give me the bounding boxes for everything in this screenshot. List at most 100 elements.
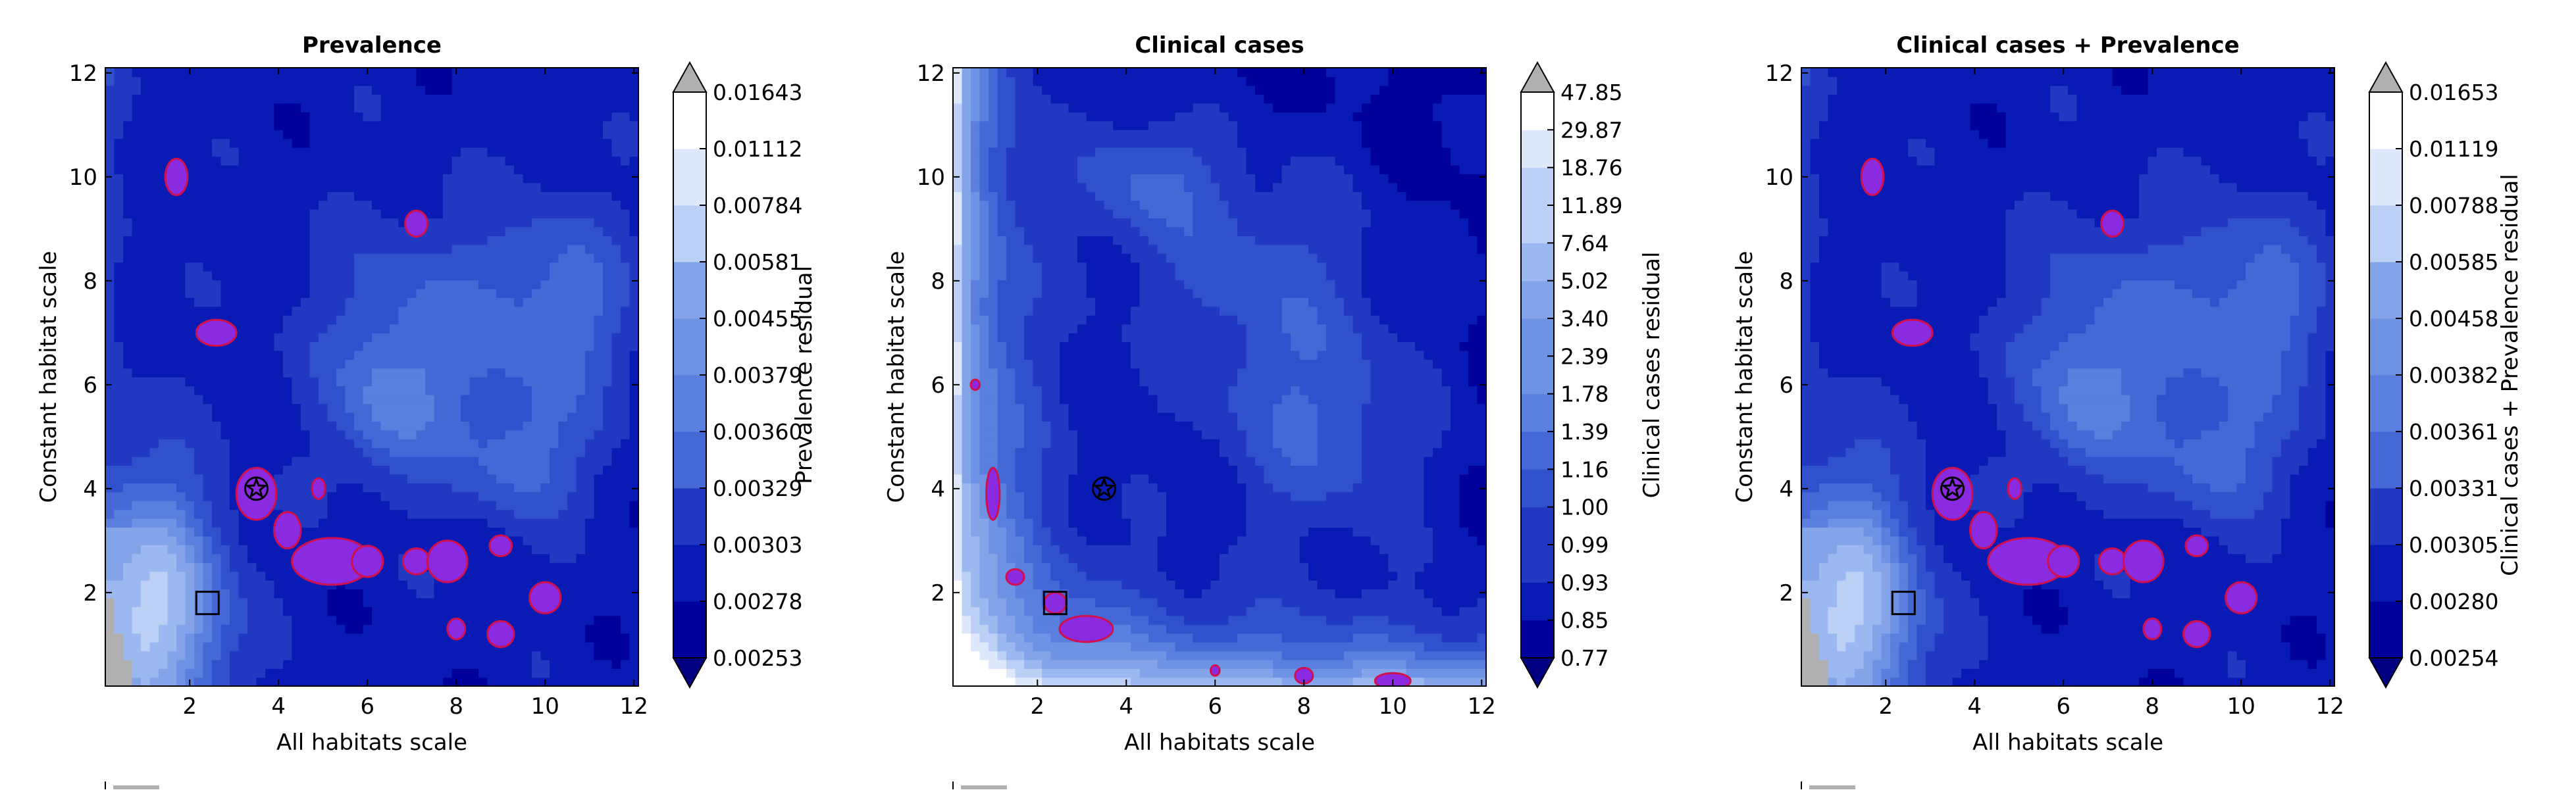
contour-cell — [265, 589, 274, 598]
contour-cell — [328, 262, 337, 271]
contour-cell — [381, 580, 390, 589]
contour-cell — [132, 174, 142, 183]
contour-cell — [212, 121, 221, 130]
contour-cell — [630, 606, 639, 616]
contour-cell — [239, 562, 248, 572]
contour-cell — [603, 554, 612, 563]
contour-cell — [621, 385, 630, 395]
contour-cell — [621, 589, 630, 598]
contour-cell — [1016, 545, 1025, 554]
contour-cell — [541, 660, 550, 669]
contour-cell — [962, 660, 971, 669]
contour-cell — [132, 68, 142, 77]
contour-cell — [194, 651, 203, 660]
contour-cell — [150, 642, 159, 651]
contour-cell — [603, 589, 612, 598]
contour-cell — [203, 439, 213, 448]
contour-cell — [354, 368, 363, 378]
contour-cell — [998, 94, 1007, 103]
contour-cell — [336, 183, 346, 192]
contour-cell — [434, 289, 444, 298]
colorbar-extend-min — [673, 658, 706, 687]
colorbar-tick-label: 0.00303 — [713, 532, 802, 558]
contour-cell — [247, 571, 257, 580]
contour-cell — [390, 130, 399, 139]
contour-cell — [523, 385, 532, 395]
contour-cell — [478, 536, 488, 545]
contour-cell — [630, 289, 639, 298]
contour-cell — [962, 678, 971, 687]
contour-cell — [577, 262, 586, 271]
contour-cell — [1024, 209, 1033, 218]
contour-cell — [212, 297, 221, 307]
contour-cell — [363, 209, 373, 218]
contour-cell — [141, 492, 150, 501]
contour-cell — [567, 465, 577, 474]
contour-cell — [971, 271, 980, 280]
contour-cell — [310, 624, 319, 633]
contour-cell — [203, 147, 213, 157]
contour-cell — [372, 385, 381, 395]
contour-cell — [176, 598, 186, 607]
contour-cell — [105, 624, 115, 633]
contour-cell — [505, 156, 515, 165]
contour-cell — [115, 253, 124, 262]
contour-cell — [523, 86, 532, 95]
contour-cell — [1006, 218, 1016, 227]
contour-cell — [496, 492, 505, 501]
contour-cell — [603, 280, 612, 289]
contour-cell — [301, 509, 310, 518]
contour-cell — [1024, 156, 1033, 165]
contour-cell — [310, 235, 319, 245]
contour-cell — [292, 501, 301, 510]
contour-cell — [194, 191, 203, 201]
contour-cell — [962, 121, 971, 130]
contour-cell — [417, 68, 426, 77]
contour-cell — [505, 200, 515, 209]
contour-cell — [603, 271, 612, 280]
contour-cell — [372, 678, 381, 687]
contour-cell — [257, 200, 266, 209]
contour-cell — [150, 430, 159, 439]
contour-cell — [496, 412, 505, 422]
contour-cell — [962, 668, 971, 678]
contour-cell — [372, 474, 381, 483]
contour-cell — [283, 235, 292, 245]
contour-cell — [301, 624, 310, 633]
contour-cell — [115, 421, 124, 430]
contour-cell — [105, 509, 115, 518]
contour-cell — [425, 536, 434, 545]
contour-cell — [319, 103, 328, 112]
contour-cell — [257, 624, 266, 633]
colorbar-tick-label: 0.01643 — [713, 80, 802, 105]
contour-cell — [1006, 341, 1016, 351]
contour-cell — [577, 633, 586, 642]
contour-cell — [203, 589, 213, 598]
contour-cell — [989, 368, 998, 378]
contour-cell — [186, 483, 195, 492]
contour-cell — [559, 245, 568, 254]
contour-cell — [1033, 465, 1043, 474]
contour-cell — [630, 668, 639, 678]
contour-cell — [559, 200, 568, 209]
contour-cell — [265, 245, 274, 254]
contour-cell — [523, 651, 532, 660]
contour-cell — [194, 492, 203, 501]
contour-cell — [621, 642, 630, 651]
contour-cell — [621, 156, 630, 165]
contour-cell — [612, 678, 621, 687]
contour-cell — [1006, 501, 1016, 510]
contour-cell — [310, 457, 319, 466]
contour-cell — [399, 633, 408, 642]
contour-cell — [354, 395, 363, 404]
colorbar-segment — [673, 318, 706, 376]
contour-cell — [221, 165, 230, 174]
contour-cell — [399, 297, 408, 307]
contour-cell — [514, 430, 523, 439]
contour-cell — [1024, 138, 1033, 147]
contour-cell — [194, 76, 203, 86]
contour-cell — [150, 183, 159, 192]
contour-cell — [257, 147, 266, 157]
contour-cell — [585, 465, 594, 474]
contour-cell — [505, 86, 515, 95]
